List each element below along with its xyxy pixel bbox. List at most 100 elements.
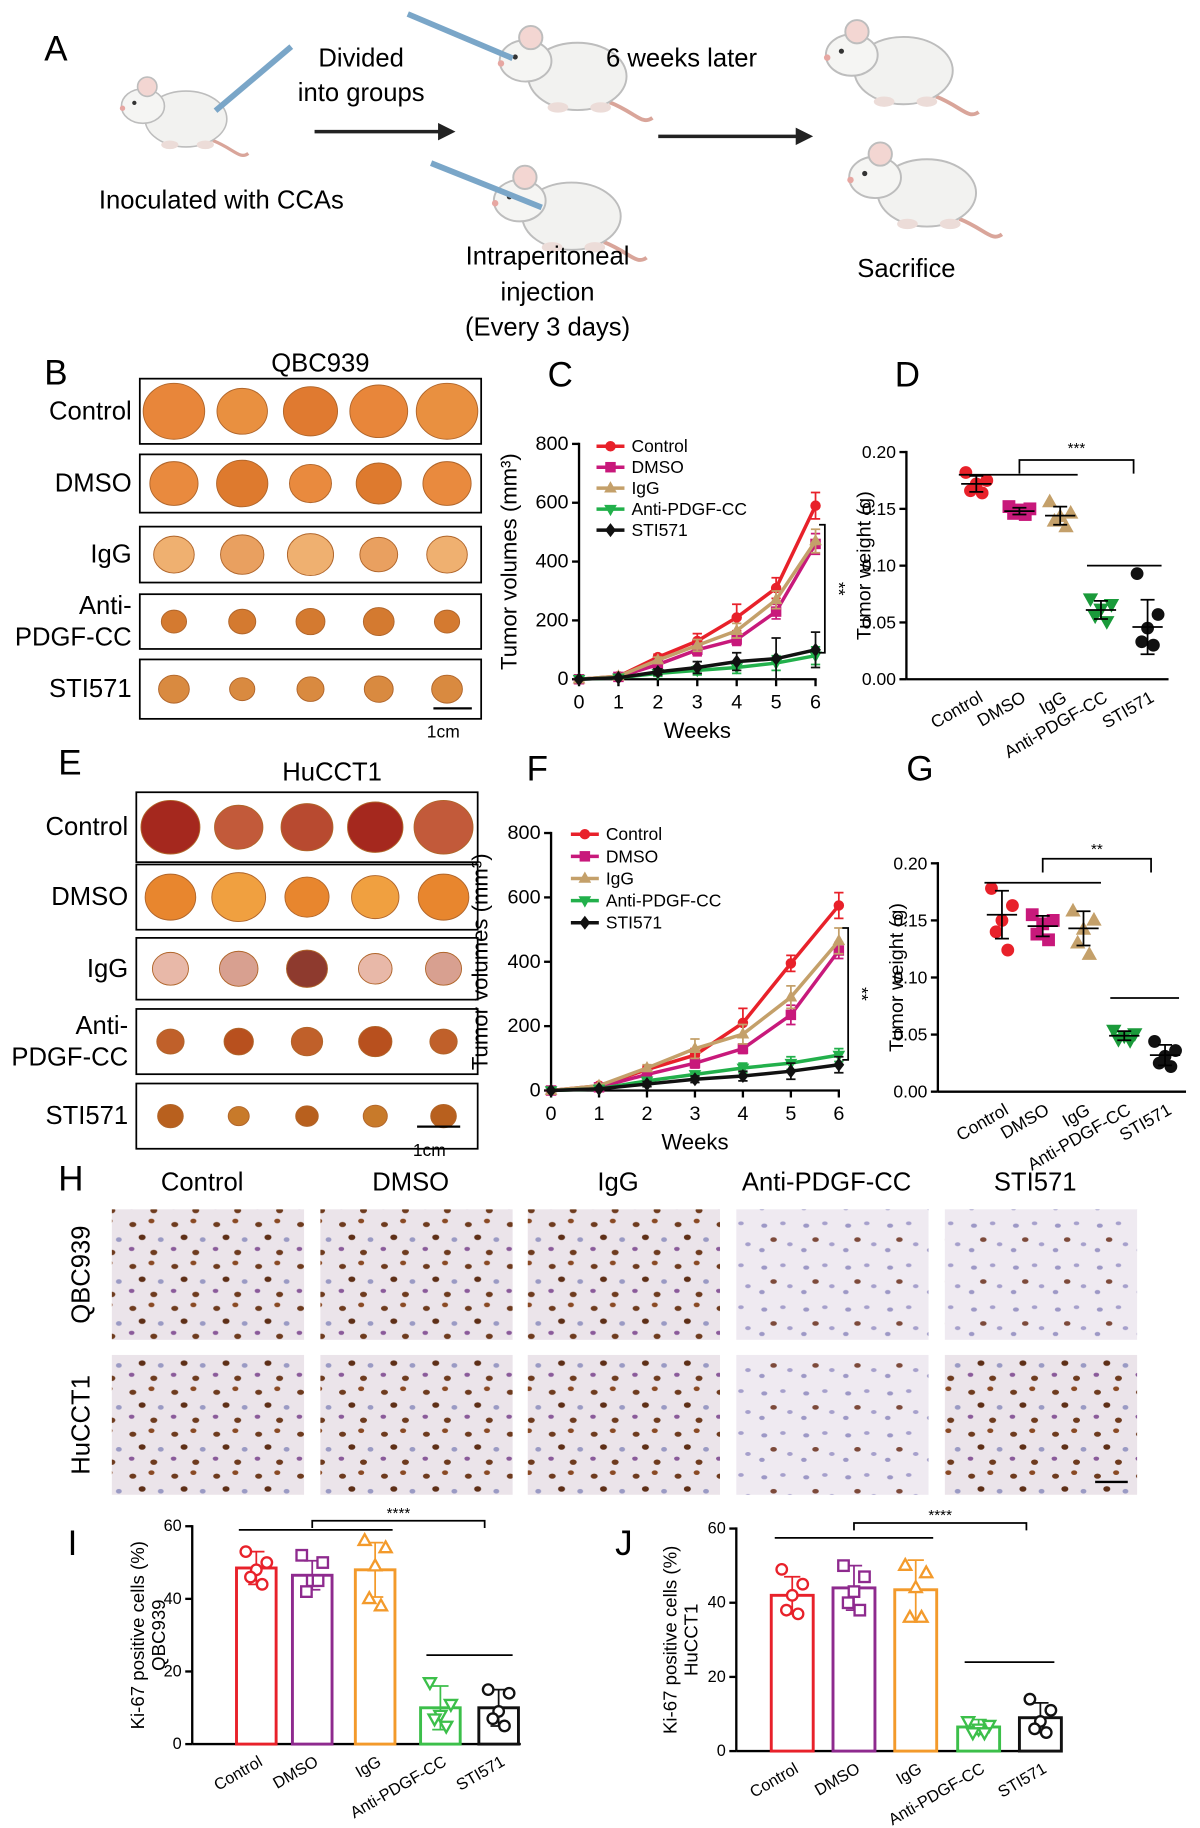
tumor [430,1104,457,1129]
y-tick-label: 200 [536,609,569,631]
mouse-illustration [498,26,653,120]
x-tick-label: DMSO [974,687,1029,731]
data-point [1127,1028,1143,1042]
y-tick-label: 40 [164,1590,182,1608]
data-point [1001,943,1015,957]
significance-bracket [853,1522,1028,1531]
tumor [149,461,199,506]
data-point [502,1686,516,1700]
data-point [1039,1726,1053,1739]
data-point [960,1716,977,1731]
error-bar [969,475,984,493]
data-point [810,642,821,657]
tumor [227,1106,250,1127]
data-point [372,1597,389,1612]
tumor [220,534,265,575]
significance-label: **** [387,1505,411,1522]
significance-bracket [842,927,850,1061]
data-point [255,1577,269,1591]
data-point [691,660,703,675]
data-point [785,1009,797,1021]
ihc-image [944,1209,1138,1340]
x-tick-label: 6 [810,692,821,714]
data-point [736,1027,750,1039]
significance-bracket [1018,459,1135,474]
data-point [1042,933,1055,947]
data-point [796,1577,810,1591]
data-point [837,1559,850,1573]
tumor [216,459,269,508]
data-point [1065,902,1081,917]
tumor [290,1026,324,1057]
data-point [1135,635,1149,649]
legend-label: Anti-PDGF-CC [606,891,722,911]
ihc-image [736,1209,929,1340]
error-bar [1158,1043,1173,1067]
tumor [144,873,197,921]
data-point [652,664,664,679]
step-label: (Every 3 days) [465,313,630,341]
bar [769,1593,815,1753]
data-point [784,990,798,1002]
x-tick-label: STI571 [453,1753,508,1795]
y-tick-label: 200 [508,1015,541,1037]
data-point [730,623,744,636]
data-point [641,1077,653,1092]
error-bar [1012,506,1027,516]
data-point [901,1608,918,1623]
legend-marker [605,440,616,452]
legend-label: IgG [606,868,634,888]
step-label: into groups [298,79,425,107]
y-tick-label: 0.05 [862,612,896,632]
data-point [858,1570,871,1584]
row-label: HuCCT1 [68,1375,96,1475]
y-tick-label: 0.15 [862,499,896,519]
data-point [913,1608,930,1623]
x-tick-label: 1 [594,1103,605,1125]
row-label: DMSO [55,470,132,498]
y-tick-label: 800 [508,822,541,844]
data-point [1058,518,1074,533]
x-tick-label: 2 [641,1103,652,1125]
legend-label: Control [606,824,662,844]
y-tick-label: 0.15 [893,910,927,930]
row-label: DMSO [51,883,128,911]
data-point [785,958,797,969]
data-point [731,654,743,669]
syringe [213,44,294,113]
significance-bracket [1041,857,1152,873]
legend-label: IgG [631,478,659,498]
x-tick-label: 3 [692,692,703,714]
tumor [156,1028,185,1055]
data-point [545,1083,557,1098]
data-point [847,1585,861,1599]
tumor [286,949,328,988]
ihc-image [320,1354,513,1495]
y-tick-label: 800 [536,433,569,455]
data-point [688,1041,702,1053]
tumor [286,533,335,577]
data-point [367,1557,384,1572]
data-point [689,1072,701,1087]
y-axis-label: Tumor weight (g) [853,491,875,640]
data-point [1086,911,1102,926]
tumor [357,953,393,985]
legend-label: Control [631,436,687,456]
data-point [975,486,989,500]
data-point [295,1548,309,1562]
legend-marker [578,871,592,883]
data-point [613,670,624,685]
y-tick-label: 60 [708,1520,726,1538]
data-point [244,1570,257,1584]
y-tick-label: 0.10 [862,556,896,576]
data-point [832,933,846,946]
data-point [989,925,1003,939]
data-point [1152,1056,1166,1070]
data-point [260,1556,274,1569]
data-point [1028,1722,1041,1736]
data-point [442,1698,459,1714]
row-label: STI571 [49,675,132,703]
data-point [481,1683,495,1697]
step-label: Sacrifice [857,255,955,283]
data-point [976,1727,993,1742]
